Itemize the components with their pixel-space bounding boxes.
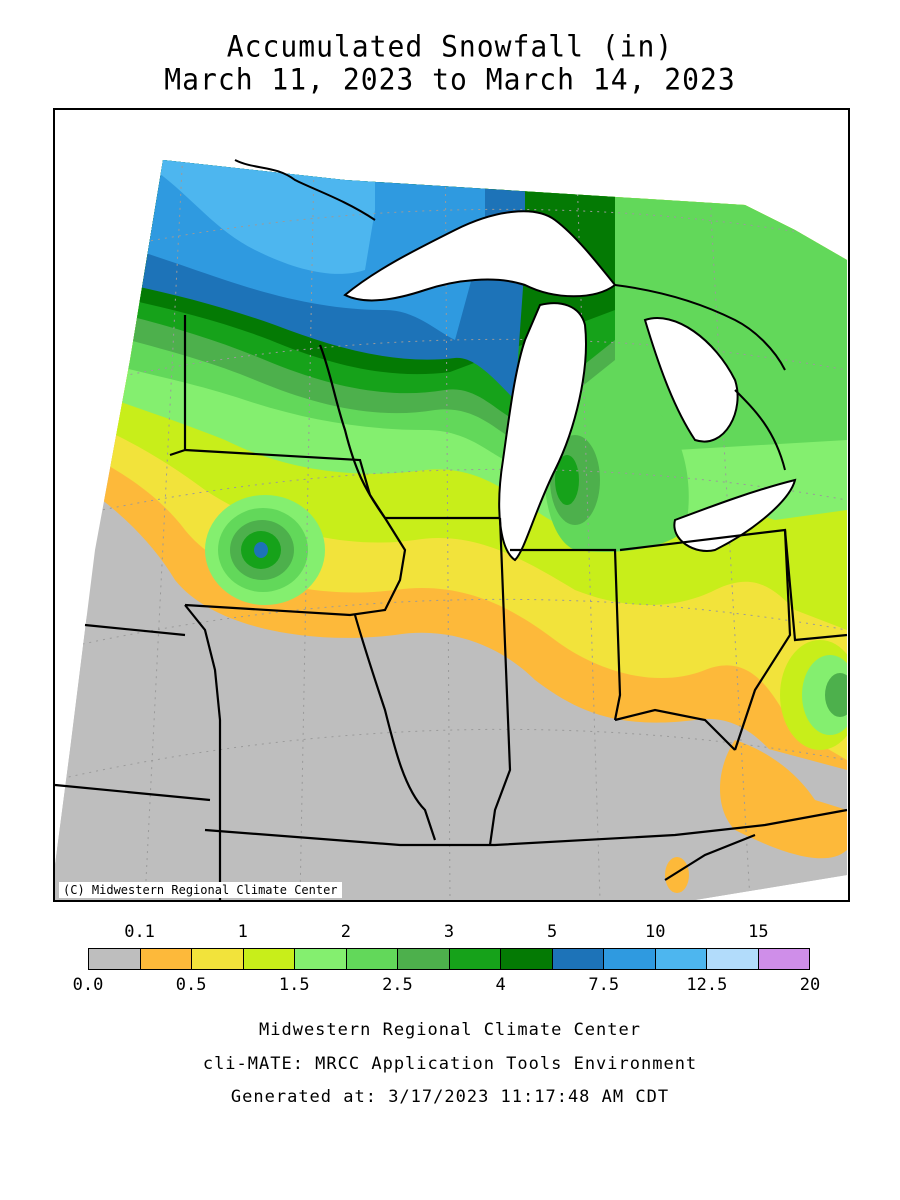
legend-bottom-label: 2.5: [382, 975, 413, 995]
border-tn-va: [664, 833, 756, 881]
legend-top-label: 2: [340, 922, 351, 942]
legend-swatch: [655, 949, 707, 969]
footer-generated-time: Generated at: 3/17/2023 11:17:48 AM CDT: [230, 1087, 670, 1107]
color-legend: 0.1 1 2 3 5 10 15 0.0 0.5 1.5 2.5 4 7.5 12.5 20: [73, 920, 821, 1000]
map-title: Accumulated Snowfall (in): [226, 29, 674, 64]
legend-bottom-label: 7.5: [588, 975, 620, 995]
legend-bottom-label: 1.5: [278, 975, 310, 995]
border-ks-mo: [184, 604, 222, 900]
border-mo-il: [353, 614, 437, 841]
zone-ohio-core: [825, 673, 847, 717]
border-tn-ky: [204, 808, 848, 847]
footer-organization: Midwestern Regional Climate Center: [259, 1020, 641, 1040]
border-ok-ks: [55, 783, 211, 802]
copyright-label: (C) Midwestern Regional Climate Center: [59, 882, 342, 898]
legend-swatch: [449, 949, 501, 969]
lake-michigan: [498, 302, 587, 562]
legend-top-label: 15: [748, 922, 769, 942]
legend-top-label: 0.1: [124, 922, 155, 942]
legend-swatch: [140, 949, 192, 969]
legend-swatch: [501, 949, 553, 969]
map-canvas: [55, 159, 848, 900]
border-in-oh: [510, 548, 622, 721]
coast-georgian-bay: [734, 389, 786, 471]
great-lakes: [343, 210, 797, 562]
legend-top-label: 5: [547, 922, 558, 942]
coast-ontario: [614, 284, 786, 371]
coast-north: [234, 159, 376, 221]
lat-lon-grid: [55, 160, 847, 900]
legend-swatch: [604, 949, 656, 969]
state-borders: [55, 315, 848, 900]
zone-nebraska-peak: [254, 542, 268, 558]
legend-top-label: 1: [237, 922, 248, 942]
border-il-in: [488, 517, 512, 846]
legend-bottom-label: 12.5: [686, 975, 728, 995]
legend-bottom-label: 20: [799, 975, 821, 995]
legend-swatch: [89, 949, 141, 969]
border-pa-wv: [783, 529, 848, 642]
footer-application: cli-MATE: MRCC Application Tools Environ…: [202, 1054, 698, 1074]
legend-bottom-label: 0.5: [175, 975, 207, 995]
lake-superior: [343, 210, 617, 302]
zone-kentucky-orange: [720, 740, 847, 859]
legend-top-label: 3: [443, 922, 455, 942]
legend-swatch: [398, 949, 450, 969]
snowfall-map: (C) Midwestern Regional Climate Center: [53, 108, 850, 902]
legend-swatch: [295, 949, 347, 969]
border-ne-ks: [84, 623, 186, 637]
zone-south-trace: [55, 610, 847, 900]
legend-swatch: [758, 949, 809, 969]
legend-swatch: [707, 949, 759, 969]
legend-top-label: 10: [645, 922, 666, 942]
zone-10-12.5: [155, 160, 375, 274]
border-oh-pa: [619, 528, 792, 751]
map-date-range: March 11, 2023 to March 14, 2023: [164, 62, 736, 97]
lake-erie: [673, 478, 797, 552]
border-ky-oh: [614, 708, 736, 751]
legend-swatch: [346, 949, 398, 969]
legend-swatch: [552, 949, 604, 969]
legend-bottom-label: 0.0: [72, 975, 104, 995]
legend-color-bar: [88, 948, 810, 970]
legend-bottom-label: 4: [495, 975, 506, 995]
legend-swatch: [192, 949, 244, 969]
legend-swatch: [243, 949, 295, 969]
zone-michigan-core: [555, 455, 579, 505]
lake-huron: [643, 317, 739, 443]
coastlines: [234, 159, 786, 471]
border-ia-mo: [184, 517, 407, 617]
zone-tn-orange: [665, 857, 689, 893]
border-mn-wi-ia: [318, 344, 500, 520]
